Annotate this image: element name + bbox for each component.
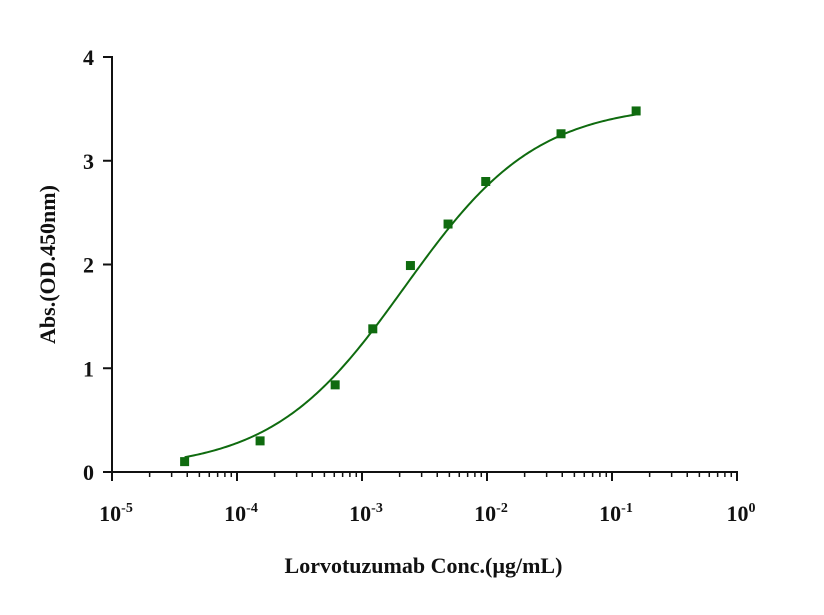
data-point [405, 261, 415, 271]
y-tick-label: 0 [83, 460, 94, 485]
data-point [556, 129, 566, 139]
x-axis-ticks: 10-5 10-4 10-3 10-2 10-1 100 [99, 472, 756, 526]
data-point [631, 106, 641, 116]
axes-layer [111, 56, 738, 473]
data-point [255, 436, 265, 446]
data-point [368, 324, 378, 334]
x-tick-label: 10-3 [349, 501, 383, 526]
x-tick-label: 100 [727, 501, 756, 526]
y-tick-label: 4 [83, 45, 94, 70]
y-tick-label: 1 [83, 356, 94, 381]
data-point [481, 177, 491, 186]
data-point [180, 457, 190, 467]
y-axis-ticks: 0 1 2 3 4 [83, 45, 112, 485]
x-tick-label: 10-5 [99, 501, 133, 526]
y-tick-label: 3 [83, 149, 94, 174]
data-points [180, 106, 641, 467]
x-axis-title: Lorvotuzumab Conc.(µg/mL) [285, 553, 563, 578]
y-axis-title: Abs.(OD.450nm) [35, 185, 60, 344]
x-tick-label: 10-4 [224, 501, 258, 526]
x-tick-label: 10-1 [599, 501, 633, 526]
y-tick-label: 2 [83, 253, 94, 278]
data-point [330, 380, 340, 390]
fit-curve-line [184, 113, 637, 459]
data-point [443, 219, 453, 229]
x-tick-label: 10-2 [474, 501, 508, 526]
